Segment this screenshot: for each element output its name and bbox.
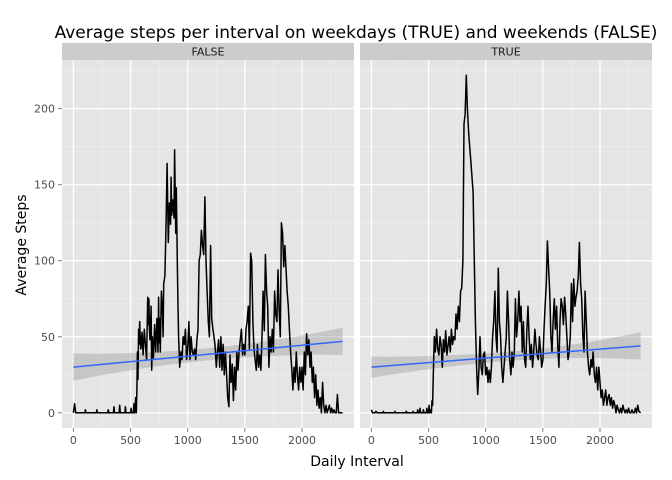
- y-tick-label: 100: [34, 255, 55, 268]
- y-tick-label: 200: [34, 103, 55, 116]
- facet-panels: FALSE 0 500 1000 1500 2000 0 50 100 150 200 TRUE 0 50…: [34, 43, 652, 447]
- smooth-line: [371, 345, 641, 368]
- x-axis-title: Daily Interval: [310, 454, 404, 470]
- x-tick-label: 0: [70, 434, 77, 447]
- y-tick-label: 50: [41, 331, 55, 344]
- x-tick-label: 1000: [472, 434, 500, 447]
- x-tick-label: 500: [418, 434, 439, 447]
- x-tick-label: 0: [368, 434, 375, 447]
- facet-strip: [360, 43, 652, 60]
- steps-line: [72, 148, 343, 414]
- x-tick-label: 1500: [231, 434, 259, 447]
- smooth-line: [73, 340, 343, 368]
- panel-background: [360, 60, 652, 428]
- y-tick-label: 150: [34, 179, 55, 192]
- y-tick-label: 0: [48, 407, 55, 420]
- x-tick-label: 500: [120, 434, 141, 447]
- chart-title: Average steps per interval on weekdays (…: [55, 23, 658, 43]
- facet-strip: [62, 43, 354, 60]
- confidence-ribbon: [371, 332, 641, 378]
- x-tick-label: 2000: [586, 434, 614, 447]
- facet-strip-label: FALSE: [192, 46, 225, 59]
- x-tick-label: 2000: [288, 434, 316, 447]
- steps-line: [370, 74, 642, 414]
- y-axis-title: Average Steps: [14, 194, 30, 295]
- x-tick-label: 1000: [174, 434, 202, 447]
- panel-false: FALSE 0 500 1000 1500 2000 0 50 100 150 200: [34, 43, 354, 447]
- x-tick-label: 1500: [529, 434, 557, 447]
- panel-true: TRUE 0 500 1000 1500 2000: [360, 43, 652, 447]
- facet-strip-label: TRUE: [490, 46, 520, 59]
